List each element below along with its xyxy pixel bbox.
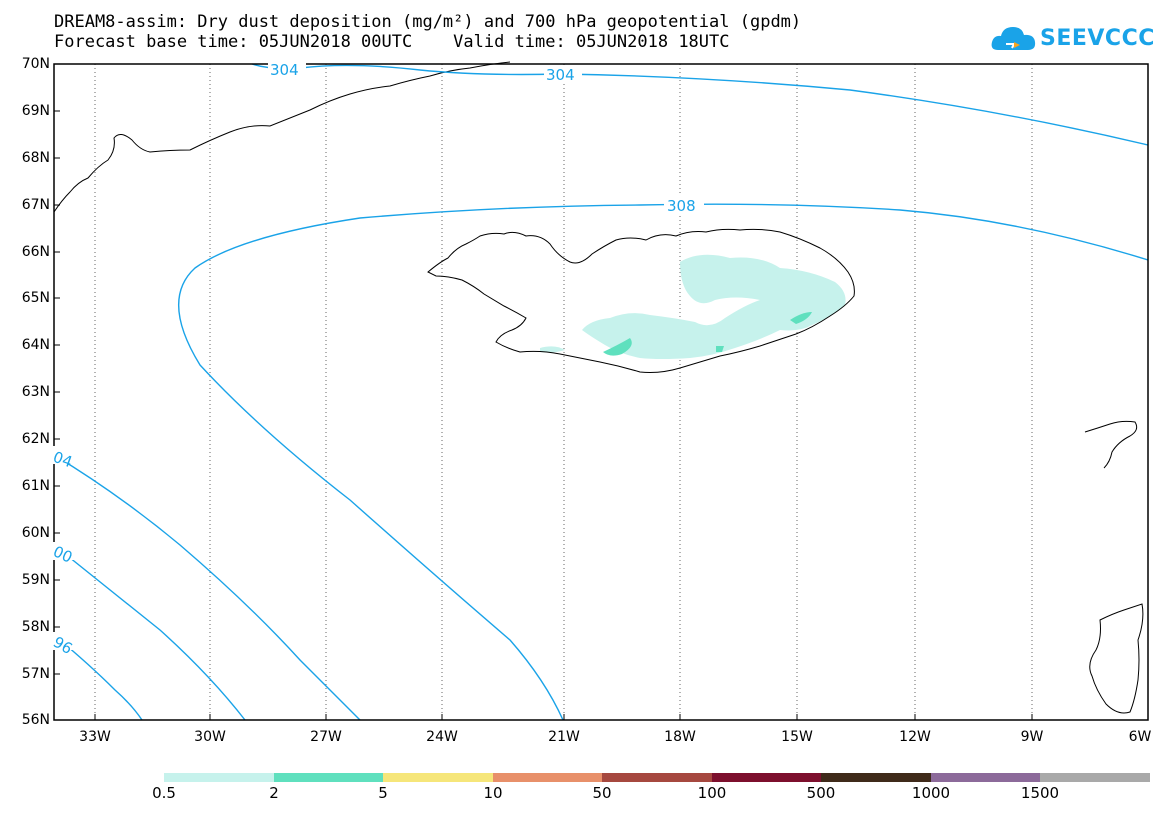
- colorbar-label: 1000: [911, 784, 951, 802]
- colorbar-label: 5: [378, 784, 388, 802]
- lat-label: 65N: [21, 290, 50, 306]
- contour-label-backgrounds: [50, 60, 704, 650]
- lon-label: 24W: [426, 729, 458, 745]
- lat-label: 60N: [21, 525, 50, 541]
- lat-label: 63N: [21, 384, 50, 400]
- colorbar-segment-5: [712, 773, 821, 782]
- lon-label: 27W: [310, 729, 342, 745]
- colorbar-segment-6: [821, 773, 931, 782]
- lat-label: 64N: [21, 337, 50, 353]
- coastlines: [53, 61, 1144, 714]
- lon-label: 12W: [899, 729, 931, 745]
- colorbar-label: 2: [269, 784, 279, 802]
- lat-label: 59N: [21, 572, 50, 588]
- colorbar: [164, 773, 1150, 782]
- lat-label: 69N: [21, 103, 50, 119]
- lat-label: 57N: [21, 666, 50, 682]
- colorbar-label: 100: [697, 784, 727, 802]
- lat-label: 62N: [21, 431, 50, 447]
- map-frame: [53, 63, 1149, 721]
- colorbar-segment-0: [164, 773, 274, 782]
- cloud-icon: [991, 27, 1036, 50]
- colorbar-segment-7: [931, 773, 1040, 782]
- lon-label: 6W: [1128, 729, 1152, 745]
- lat-label: 66N: [21, 244, 50, 260]
- contour-labels: 304 304 308 04 00 96: [50, 61, 696, 658]
- contour-label-304-a: 304: [270, 61, 299, 79]
- lat-label: 58N: [21, 619, 50, 635]
- colorbar-segment-1: [274, 773, 383, 782]
- colorbar-segment-3: [493, 773, 602, 782]
- colorbar-label: 0.5: [152, 784, 176, 802]
- colorbar-label: 500: [806, 784, 836, 802]
- contour-label-308: 308: [667, 197, 696, 215]
- map-title: DREAM8-assim: Dry dust deposition (mg/m²…: [54, 12, 802, 32]
- logo-text: SEEVCCC: [1040, 26, 1155, 51]
- colorbar-segment-2: [383, 773, 493, 782]
- lat-label: 61N: [21, 478, 50, 494]
- grid-lines: [94, 64, 1033, 720]
- contour-label-304-b: 304: [546, 66, 575, 84]
- lon-label: 33W: [79, 729, 111, 745]
- lat-label: 67N: [21, 197, 50, 213]
- lon-label: 21W: [548, 729, 580, 745]
- colorbar-label: 50: [592, 784, 612, 802]
- lon-label: 30W: [194, 729, 226, 745]
- seevccc-logo: SEEVCCC: [990, 20, 1170, 60]
- lon-label: 9W: [1020, 729, 1044, 745]
- lat-label: 68N: [21, 150, 50, 166]
- colorbar-label: 10: [483, 784, 503, 802]
- geopotential-contours: [53, 63, 1149, 721]
- colorbar-label: 1500: [1020, 784, 1060, 802]
- axis-ticks: [54, 63, 1033, 720]
- map-subtitle: Forecast base time: 05JUN2018 00UTC Vali…: [54, 32, 730, 52]
- colorbar-segment-8: [1040, 773, 1150, 782]
- lat-label: 56N: [21, 712, 50, 728]
- lon-label: 15W: [781, 729, 813, 745]
- lat-label: 70N: [21, 56, 50, 72]
- dust-deposition-area: [540, 254, 846, 359]
- lon-label: 18W: [664, 729, 696, 745]
- contour-label-304-c: 04: [51, 448, 75, 471]
- colorbar-segment-4: [602, 773, 712, 782]
